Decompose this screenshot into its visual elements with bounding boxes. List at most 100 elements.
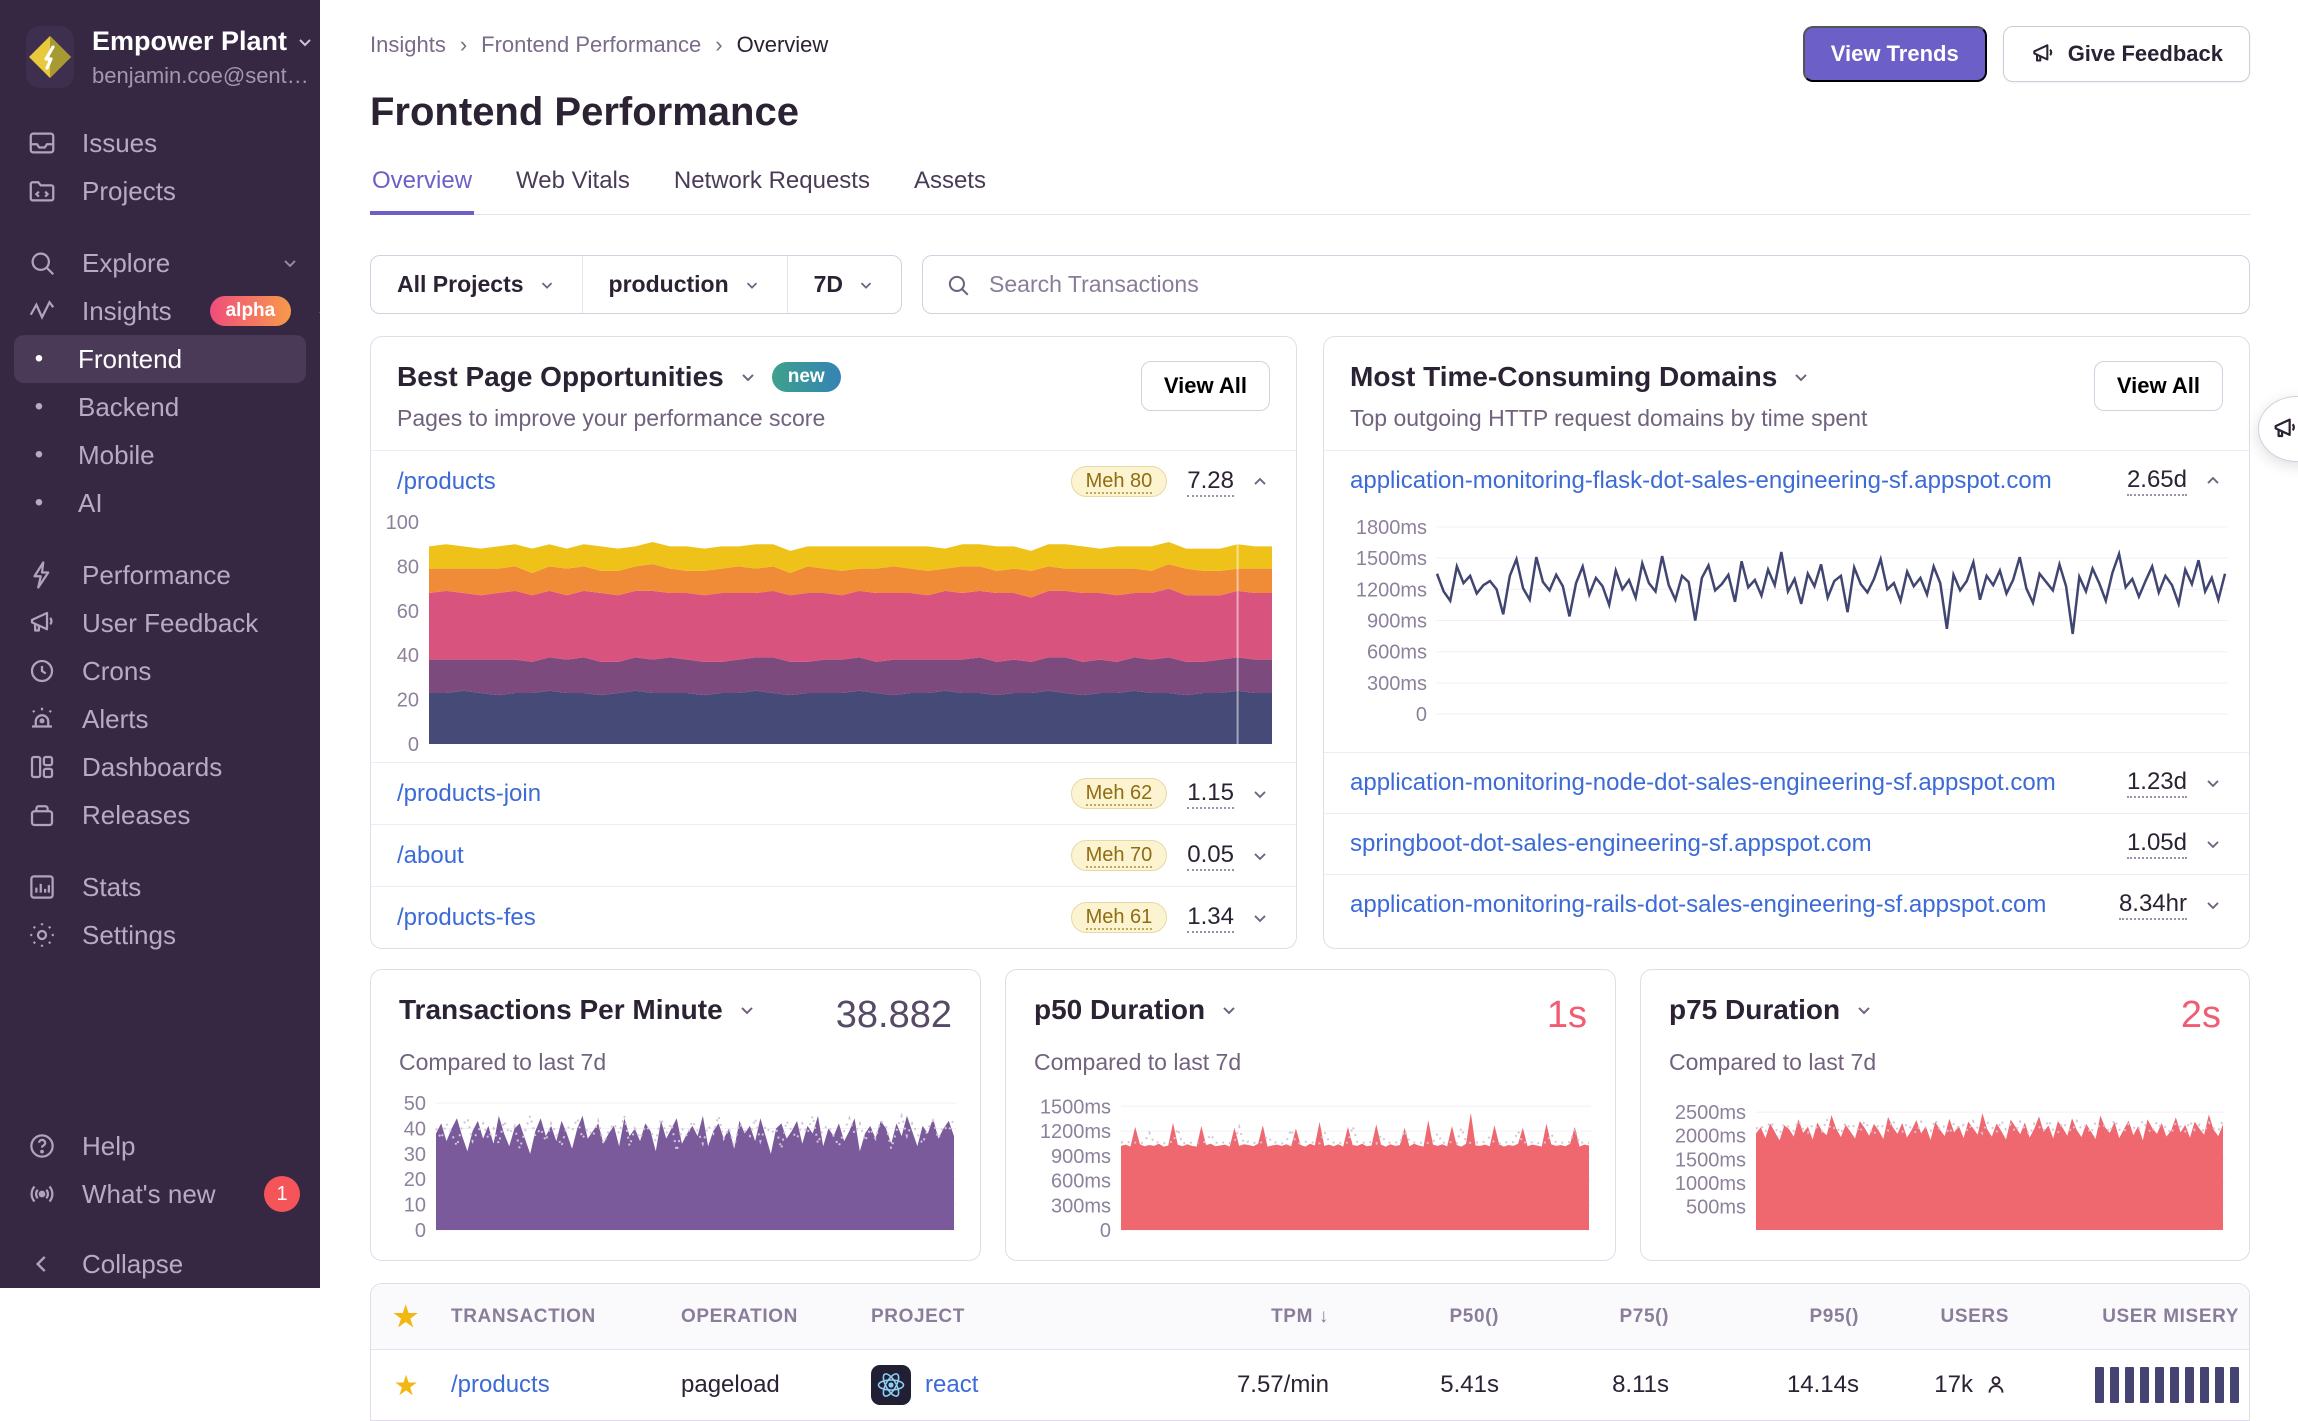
transactions-table: ★ TRANSACTION OPERATION PROJECT TPM ↓ P5… (370, 1283, 2250, 1421)
chevron-down-icon[interactable] (2203, 773, 2223, 793)
sidebar-item-issues[interactable]: Issues (0, 119, 320, 167)
sidebar-item-frontend[interactable]: • Frontend (14, 335, 306, 383)
chevron-down-icon[interactable] (1791, 367, 1811, 387)
page-link[interactable]: /products-join (397, 779, 542, 807)
svg-text:2000ms: 2000ms (1675, 1126, 1746, 1148)
star-icon[interactable]: ★ (393, 1301, 419, 1332)
domain-link[interactable]: application-monitoring-node-dot-sales-en… (1350, 769, 2056, 796)
opportunity-value[interactable]: 1.15 (1187, 779, 1234, 809)
chevron-down-icon[interactable] (2203, 834, 2223, 854)
column-p50[interactable]: P50() (1449, 1305, 1499, 1327)
opportunity-row: /products-join Meh 62 1.15 (371, 762, 1296, 824)
tab-web-vitals[interactable]: Web Vitals (516, 167, 630, 194)
breadcrumb-insights[interactable]: Insights (370, 32, 446, 57)
page-link[interactable]: /products-fes (397, 903, 536, 931)
search-input[interactable] (987, 270, 2227, 299)
domain-value[interactable]: 8.34hr (2118, 890, 2187, 920)
breadcrumb-frontend-performance[interactable]: Frontend Performance (481, 32, 702, 57)
score-badge[interactable]: Meh 80 (1070, 466, 1168, 497)
sidebar-item-releases[interactable]: Releases (0, 791, 320, 839)
score-badge[interactable]: Meh 61 (1070, 902, 1168, 933)
chevron-down-icon[interactable] (1250, 846, 1270, 866)
sidebar-item-stats[interactable]: Stats (0, 863, 320, 911)
domain-value[interactable]: 1.05d (2126, 829, 2187, 859)
chevron-down-icon[interactable] (1250, 784, 1270, 804)
sidebar-item-label: AI (78, 487, 103, 518)
sidebar-item-insights[interactable]: Insights alpha (0, 287, 320, 335)
page-link[interactable]: /products (397, 467, 496, 495)
column-user-misery[interactable]: USER MISERY (2102, 1305, 2239, 1327)
tab-overview[interactable]: Overview (370, 167, 475, 215)
tpm-area-chart: 0 10 20 30 40 50 (381, 1090, 958, 1242)
opportunity-value[interactable]: 7.28 (1187, 467, 1234, 497)
chevron-up-icon[interactable] (2203, 471, 2223, 491)
sidebar-item-settings[interactable]: Settings (0, 911, 320, 959)
column-project[interactable]: PROJECT (871, 1305, 965, 1327)
svg-text:60: 60 (397, 601, 419, 623)
domain-link[interactable]: application-monitoring-rails-dot-sales-e… (1350, 891, 2047, 918)
column-p75[interactable]: P75() (1619, 1305, 1669, 1327)
column-transaction[interactable]: TRANSACTION (451, 1305, 596, 1327)
sidebar-collapse-button[interactable]: Collapse (0, 1240, 320, 1288)
sidebar-item-projects[interactable]: Projects (0, 167, 320, 215)
org-name: Empower Plant (92, 26, 288, 56)
domain-link[interactable]: springboot-dot-sales-engineering-sf.apps… (1350, 830, 1872, 857)
column-operation[interactable]: OPERATION (681, 1305, 798, 1327)
sidebar-item-crons[interactable]: Crons (0, 647, 320, 695)
chevron-up-icon[interactable] (1250, 472, 1270, 492)
tab-network-requests[interactable]: Network Requests (673, 167, 870, 194)
chevron-down-icon[interactable] (2203, 895, 2223, 915)
column-users[interactable]: USERS (1940, 1305, 2009, 1327)
sidebar-item-whats-new[interactable]: What's new 1 (0, 1170, 320, 1218)
score-badge[interactable]: Meh 70 (1070, 840, 1168, 871)
chevron-down-icon[interactable] (1854, 1000, 1874, 1020)
svg-text:20: 20 (404, 1169, 426, 1191)
opportunity-row: /products Meh 80 7.28 (371, 450, 1296, 512)
column-tpm[interactable]: TPM ↓ (1271, 1305, 1329, 1327)
chevron-down-icon[interactable] (1219, 1000, 1239, 1020)
svg-text:0: 0 (1100, 1220, 1111, 1240)
sidebar-item-performance[interactable]: Performance (0, 551, 320, 599)
chevron-down-icon[interactable] (737, 1000, 757, 1020)
column-p95[interactable]: P95() (1809, 1305, 1859, 1327)
sidebar-item-alerts[interactable]: Alerts (0, 695, 320, 743)
bullet-icon: • (34, 441, 44, 468)
domain-value[interactable]: 1.23d (2126, 768, 2187, 798)
transaction-link[interactable]: /products (451, 1371, 550, 1398)
sidebar-item-ai[interactable]: • AI (14, 479, 306, 527)
users-count: 17k (1934, 1371, 1973, 1398)
date-range-filter[interactable]: 7D (786, 256, 901, 313)
p95-cell: 14.14s (1786, 1371, 1859, 1398)
chevron-down-icon[interactable] (1250, 908, 1270, 928)
domain-value[interactable]: 2.65d (2126, 466, 2187, 496)
sidebar-item-dashboards[interactable]: Dashboards (0, 743, 320, 791)
sidebar-item-label: Projects (82, 175, 176, 206)
page-link[interactable]: /about (397, 841, 464, 869)
sidebar-item-label: Releases (82, 799, 191, 830)
view-all-button[interactable]: View All (1140, 361, 1270, 411)
react-icon (871, 1365, 911, 1405)
domain-link[interactable]: application-monitoring-flask-dot-sales-e… (1350, 467, 2052, 494)
sidebar-item-backend[interactable]: • Backend (14, 383, 306, 431)
give-feedback-button[interactable]: Give Feedback (2002, 26, 2250, 82)
siren-icon (26, 704, 58, 734)
project-link[interactable]: react (925, 1371, 979, 1398)
sidebar-item-mobile[interactable]: • Mobile (14, 431, 306, 479)
view-all-button[interactable]: View All (2093, 361, 2223, 411)
org-switcher[interactable]: Empower Plant benjamin.coe@sent… (26, 26, 311, 89)
star-icon[interactable]: ★ (393, 1369, 419, 1401)
sidebar-item-explore[interactable]: Explore (0, 239, 320, 287)
metric-subtitle: Compared to last 7d (1034, 1049, 1242, 1075)
chevron-down-icon[interactable] (738, 367, 758, 387)
view-trends-button[interactable]: View Trends (1802, 26, 1987, 82)
sidebar-item-user-feedback[interactable]: User Feedback (0, 599, 320, 647)
sidebar-item-help[interactable]: Help (0, 1122, 320, 1170)
score-badge[interactable]: Meh 62 (1070, 778, 1168, 809)
svg-text:40: 40 (404, 1118, 426, 1140)
svg-text:50: 50 (404, 1093, 426, 1115)
project-filter[interactable]: All Projects (371, 256, 582, 313)
opportunity-value[interactable]: 1.34 (1187, 903, 1234, 933)
environment-filter[interactable]: production (581, 256, 787, 313)
tab-assets[interactable]: Assets (913, 167, 986, 194)
opportunity-value[interactable]: 0.05 (1187, 841, 1234, 871)
